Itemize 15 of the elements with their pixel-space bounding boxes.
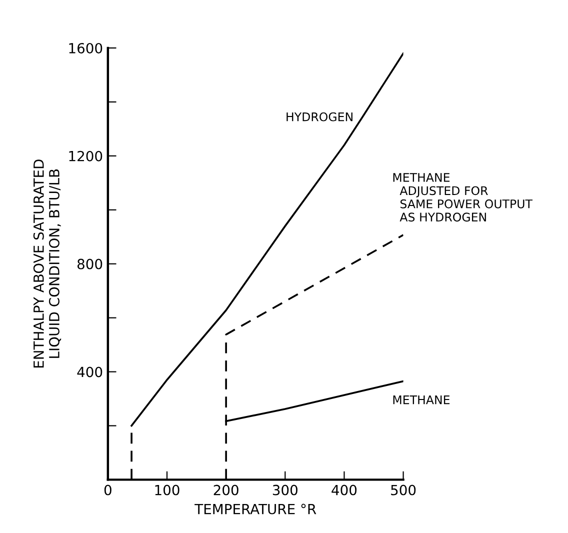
- x-axis-title: TEMPERATURE °R: [194, 504, 316, 514]
- x-tick-label: 0: [104, 484, 112, 496]
- y-tick-label: 400: [77, 366, 102, 378]
- x-tick-label: 200: [214, 484, 238, 496]
- y-tick-label: 1600: [69, 42, 102, 54]
- x-tick-label: 100: [155, 484, 180, 496]
- y-axis-title: ENTHALPY ABOVE SATURATED LIQUID CONDITION, BTU/LB: [33, 160, 62, 368]
- x-tick-label: 400: [332, 484, 357, 496]
- x-tick-label: 500: [391, 484, 416, 496]
- series-label: METHANE: [393, 395, 450, 404]
- y-tick-label: 1200: [69, 150, 102, 162]
- y-tick-label: 800: [77, 258, 102, 270]
- series-label: METHANE ADJUSTED FOR SAME POWER OUTPUT AS HYDROGEN: [393, 173, 533, 222]
- series-label: HYDROGEN: [286, 112, 352, 122]
- x-tick-label: 300: [272, 484, 298, 496]
